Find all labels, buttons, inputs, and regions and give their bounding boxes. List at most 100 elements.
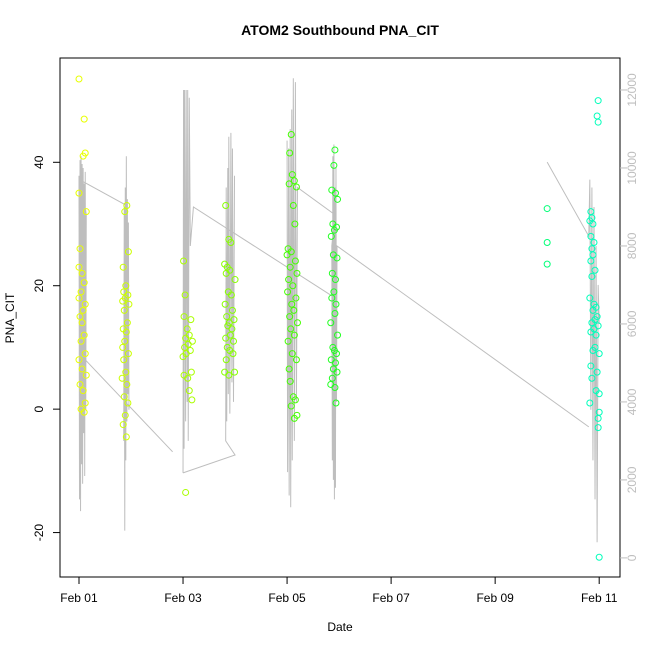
point: [222, 201, 230, 209]
point: [290, 177, 298, 185]
point: [284, 288, 292, 296]
point: [79, 387, 87, 395]
point: [76, 313, 84, 321]
point: [286, 263, 294, 271]
y-tick-label: 40: [32, 155, 46, 169]
point: [77, 337, 85, 345]
point: [331, 189, 339, 197]
point: [286, 377, 294, 385]
y2-tick-label: 12000: [625, 73, 639, 107]
point: [587, 232, 595, 240]
point: [290, 414, 298, 422]
point: [284, 337, 292, 345]
point: [331, 359, 339, 367]
point: [543, 205, 551, 213]
point: [120, 306, 128, 314]
point: [331, 276, 339, 284]
point: [331, 384, 339, 392]
y2-tick-label: 10000: [625, 151, 639, 185]
point: [288, 171, 296, 179]
point: [331, 146, 339, 154]
x-tick-label: Feb 05: [268, 591, 306, 605]
point: [79, 152, 87, 160]
point: [291, 220, 299, 228]
point: [181, 343, 189, 351]
point: [75, 75, 83, 83]
point: [75, 189, 83, 197]
point: [328, 294, 336, 302]
point: [229, 350, 237, 358]
point: [330, 161, 338, 169]
point: [180, 313, 188, 321]
point: [188, 396, 196, 404]
point: [231, 276, 239, 284]
point: [292, 356, 300, 364]
point: [334, 331, 342, 339]
x-axis-label: Date: [327, 620, 353, 634]
point: [594, 414, 602, 422]
point: [82, 371, 90, 379]
point: [328, 374, 336, 382]
point: [78, 365, 86, 373]
point: [182, 334, 190, 342]
point: [227, 291, 235, 299]
point: [80, 115, 88, 123]
point: [188, 337, 196, 345]
point: [330, 226, 338, 234]
point: [291, 396, 299, 404]
point: [586, 399, 594, 407]
point: [181, 291, 189, 299]
point: [594, 97, 602, 105]
point: [286, 149, 294, 157]
point: [183, 325, 191, 333]
point: [123, 201, 131, 209]
point: [187, 316, 195, 324]
point: [588, 374, 596, 382]
point: [226, 331, 234, 339]
point: [227, 239, 235, 247]
point: [595, 350, 603, 358]
point: [333, 368, 341, 376]
point: [587, 257, 595, 265]
point: [285, 180, 293, 188]
point: [332, 399, 340, 407]
point: [589, 347, 597, 355]
point: [75, 356, 83, 364]
point: [228, 325, 236, 333]
point: [292, 294, 300, 302]
point: [124, 248, 132, 256]
point: [591, 266, 599, 274]
point: [287, 402, 295, 410]
point: [78, 319, 86, 327]
point: [81, 350, 89, 358]
point: [286, 313, 294, 321]
x-tick-label: Feb 11: [581, 591, 618, 605]
y-tick-label: 0: [32, 405, 46, 412]
point: [182, 488, 190, 496]
y2-tick-label: 8000: [625, 232, 639, 259]
point: [593, 112, 601, 120]
point: [588, 272, 596, 280]
point: [543, 260, 551, 268]
y2-tick-label: 6000: [625, 310, 639, 337]
point: [121, 411, 129, 419]
y2-tick-label: 0: [625, 554, 639, 561]
point: [590, 239, 598, 247]
point: [595, 390, 603, 398]
point: [332, 300, 340, 308]
y-axis-label: PNA_CIT: [3, 292, 17, 343]
point: [291, 257, 299, 265]
point: [587, 362, 595, 370]
point: [290, 331, 298, 339]
point: [185, 387, 193, 395]
point: [592, 331, 600, 339]
chart-title: ATOM2 Southbound PNA_CIT: [241, 22, 439, 38]
point: [77, 288, 85, 296]
y-tick-label: -20: [32, 524, 46, 542]
point: [589, 220, 597, 228]
point: [119, 421, 127, 429]
point: [543, 239, 551, 247]
point: [122, 368, 130, 376]
point: [122, 328, 130, 336]
